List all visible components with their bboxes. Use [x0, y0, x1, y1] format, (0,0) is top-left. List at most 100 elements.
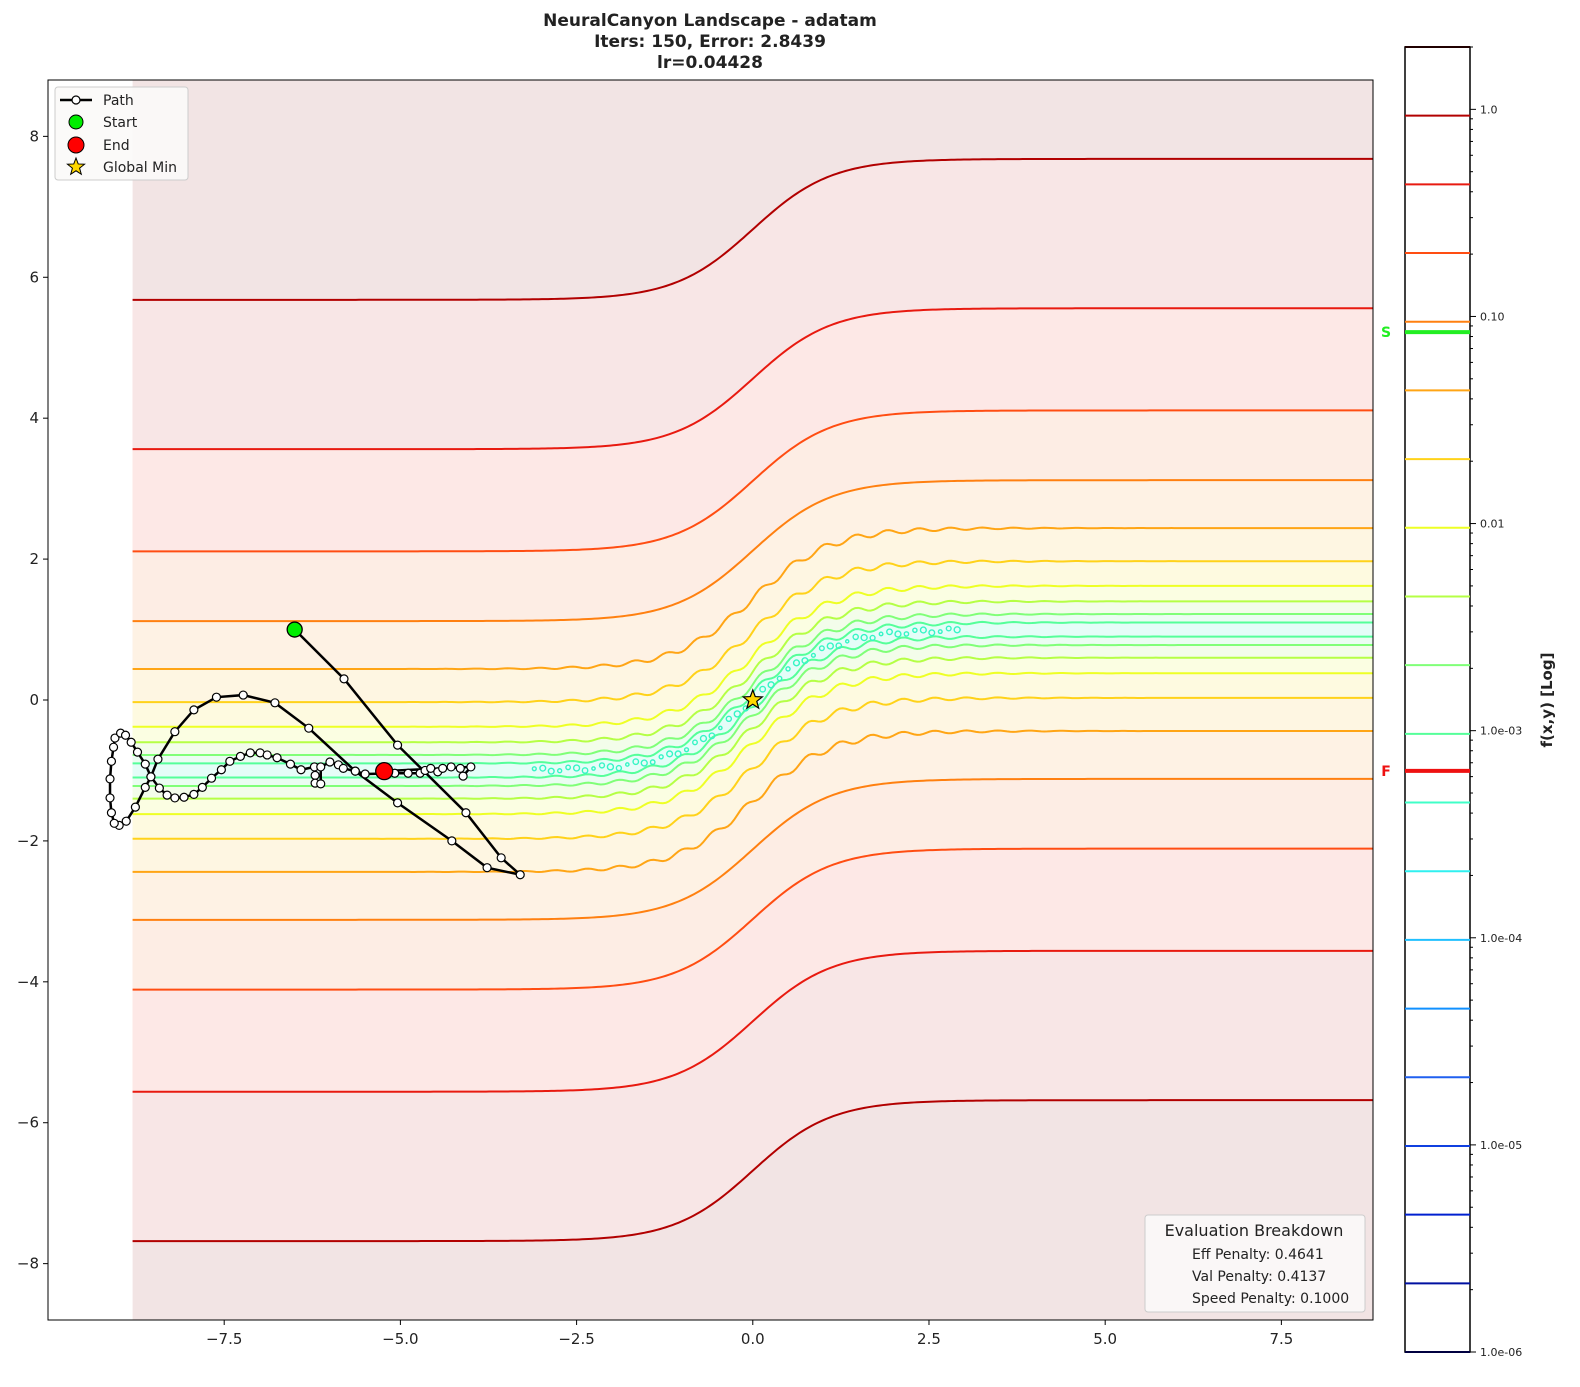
x-tick-label: −2.5 [558, 1330, 594, 1348]
legend-label: End [103, 138, 130, 154]
path-point [339, 674, 349, 684]
valley-contour-dot [785, 666, 791, 672]
path-point [140, 759, 150, 769]
annotation-frame [1144, 1214, 1366, 1313]
valley-contour-dot [649, 759, 656, 766]
contour-line [132, 479, 1373, 623]
evaluation-breakdown-box: Evaluation Breakdown Eff Penalty: 0.4641 V… [1144, 1214, 1366, 1313]
y-tick-label: −6 [17, 1114, 39, 1132]
path-point [105, 793, 115, 803]
valley-contour-dot [801, 657, 809, 665]
legend-label: Start [103, 115, 138, 131]
path-point [496, 853, 506, 863]
path-point [285, 759, 296, 769]
y-tick-label: 2 [29, 550, 39, 568]
legend-start-marker [68, 114, 84, 130]
y-axis: −8 −6 −4 −2 0 2 4 6 8 [17, 127, 48, 1273]
y-tick-label: −4 [17, 973, 39, 991]
title-line: NeuralCanyon Landscape - adatam [543, 11, 877, 31]
valley-contour-dot [674, 750, 682, 758]
legend-global-min-star [66, 156, 86, 176]
valley-contour-dot [886, 628, 893, 636]
valley-contour-dot [810, 652, 816, 658]
contour-line [132, 635, 1373, 779]
contour-line [132, 777, 1373, 921]
path-point [189, 789, 199, 800]
path-point [110, 733, 120, 743]
path-point [262, 750, 272, 760]
path-point [403, 768, 413, 778]
valley-contour-dot [640, 759, 648, 767]
legend-end-marker [67, 136, 85, 154]
valley-contour-dot [606, 763, 615, 771]
path-point [466, 762, 476, 772]
path-point [179, 792, 189, 802]
path-point [270, 698, 280, 708]
contour-line [132, 847, 1373, 991]
valley-contour-dot [615, 764, 623, 772]
plot-area [105, 80, 1373, 1320]
contour-line [132, 157, 1373, 301]
annotation-line: Val Penalty: 0.4137 [1192, 1269, 1326, 1285]
colorbar-tick-label: 1.0 [1480, 103, 1498, 116]
valley-contour-dot [718, 725, 723, 731]
legend-frame [54, 86, 189, 181]
global-min-star [741, 688, 764, 710]
valley-contour-dot [776, 675, 783, 682]
colorbar-tick-label: 1.0e-05 [1480, 1139, 1522, 1152]
contour-line [132, 526, 1373, 671]
legend-path-marker [71, 95, 81, 105]
colorbar-label: f(x,y) [Log] [1538, 653, 1556, 748]
valley-contour-dot [878, 631, 884, 637]
path-point [162, 790, 172, 800]
path-point [461, 808, 471, 818]
path-point [189, 705, 199, 715]
annotation-line: Speed Penalty: 0.1000 [1192, 1291, 1349, 1307]
colorbar-marker-label: F [1381, 764, 1391, 780]
valley-contour-dot [666, 750, 674, 758]
valley-contour-dot [556, 768, 563, 774]
path-point [392, 798, 403, 808]
valley-contour-dot [945, 625, 952, 632]
contour-line [132, 729, 1373, 874]
valley-contour-dot [547, 767, 555, 775]
path-point [105, 774, 115, 784]
valley-contour-dot [531, 766, 537, 772]
contour-line [132, 1099, 1373, 1243]
valley-contour-dot [632, 758, 640, 766]
valley-contour-dot [733, 710, 741, 718]
legend-label: Path [103, 93, 134, 109]
valley-contour-dot [903, 631, 910, 637]
valley-contour-dot [759, 685, 767, 693]
colorbar-tick-label: 1.0e-03 [1480, 725, 1522, 738]
colorbar-frame [1404, 46, 1471, 1353]
path-point [447, 836, 457, 846]
valley-contour-dot [767, 681, 775, 689]
path-point [170, 793, 180, 803]
x-tick-label: 5.0 [1093, 1330, 1117, 1348]
valley-contour-dot [742, 705, 749, 712]
path-point [235, 751, 246, 761]
path-point [211, 692, 222, 702]
x-tick-label: 2.5 [917, 1330, 941, 1348]
valley-contour-dot [683, 747, 690, 753]
contour-line [132, 656, 1373, 800]
valley-contour-dot [912, 627, 918, 634]
path-point [216, 765, 226, 775]
path-point [245, 748, 255, 758]
valley-contour-dot [699, 734, 708, 743]
path-point [197, 782, 207, 792]
valley-contour-dot [581, 767, 589, 774]
path-point [316, 762, 326, 772]
path-point [304, 723, 314, 733]
valley-contour-dot [658, 754, 664, 760]
end-marker [375, 762, 394, 781]
valley-contour-dot [869, 634, 876, 642]
path-point [238, 690, 248, 700]
valley-contour-dot [928, 629, 936, 637]
valley-contour-dot [835, 642, 843, 650]
path-point [446, 762, 456, 772]
path-point [316, 779, 326, 789]
path-point [126, 737, 136, 747]
